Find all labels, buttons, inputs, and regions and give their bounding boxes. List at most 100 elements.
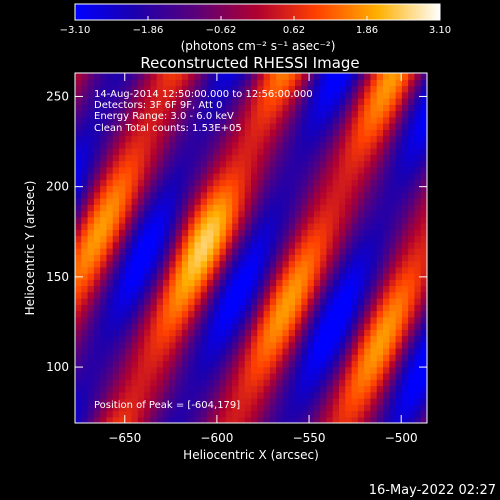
heatmap-cell bbox=[181, 179, 189, 187]
heatmap-cell bbox=[376, 398, 384, 405]
heatmap-cell bbox=[269, 373, 277, 380]
heatmap-cell bbox=[251, 173, 258, 180]
heatmap-cell bbox=[106, 273, 114, 280]
heatmap-cell bbox=[263, 360, 271, 368]
heatmap-cell bbox=[326, 166, 334, 174]
heatmap-cell bbox=[181, 229, 189, 237]
heatmap-cell bbox=[194, 379, 202, 387]
heatmap-cell bbox=[93, 79, 101, 87]
heatmap-cell bbox=[150, 248, 158, 255]
heatmap-cell bbox=[163, 316, 170, 324]
heatmap-cell bbox=[257, 198, 265, 205]
heatmap-cell bbox=[251, 273, 258, 280]
heatmap-cell bbox=[345, 348, 353, 355]
heatmap-cell bbox=[106, 135, 114, 143]
heatmap-cell bbox=[263, 148, 271, 155]
heatmap-cell bbox=[420, 110, 427, 118]
heatmap-cell bbox=[357, 216, 365, 224]
heatmap-cell bbox=[156, 116, 164, 124]
heatmap-cell bbox=[169, 291, 177, 299]
heatmap-cell bbox=[257, 360, 265, 368]
heatmap-cell bbox=[169, 379, 177, 387]
heatmap-cell bbox=[131, 366, 139, 374]
heatmap-cell bbox=[169, 366, 177, 374]
heatmap-cell bbox=[376, 229, 384, 237]
heatmap-cell bbox=[376, 373, 384, 380]
heatmap-cell bbox=[408, 410, 416, 418]
heatmap-cell bbox=[93, 279, 101, 287]
heatmap-cell bbox=[383, 385, 390, 393]
heatmap-cell bbox=[232, 304, 240, 312]
heatmap-cell bbox=[219, 385, 227, 393]
heatmap-cell bbox=[100, 316, 108, 324]
heatmap-cell bbox=[144, 185, 152, 193]
heatmap-cell bbox=[269, 229, 277, 237]
heatmap-cell bbox=[282, 379, 290, 387]
heatmap-cell bbox=[326, 341, 334, 349]
heatmap-cell bbox=[200, 198, 208, 205]
heatmap-cell bbox=[395, 104, 403, 112]
heatmap-cell bbox=[244, 404, 252, 412]
heatmap-cell bbox=[93, 348, 101, 355]
heatmap-cell bbox=[370, 79, 378, 87]
heatmap-cell bbox=[276, 398, 284, 405]
heatmap-cell bbox=[225, 310, 233, 318]
colorbar-tick-label: 3.10 bbox=[429, 25, 451, 36]
heatmap-cell bbox=[389, 373, 397, 380]
heatmap-cell bbox=[414, 260, 422, 268]
heatmap-cell bbox=[125, 404, 133, 412]
heatmap-cell bbox=[119, 241, 126, 249]
heatmap-cell bbox=[112, 241, 120, 249]
heatmap-cell bbox=[414, 416, 422, 423]
heatmap-cell bbox=[188, 360, 196, 368]
heatmap-cell bbox=[351, 373, 359, 380]
heatmap-cell bbox=[75, 373, 82, 380]
heatmap-cell bbox=[156, 260, 164, 268]
heatmap-cell bbox=[137, 354, 145, 362]
heatmap-cell bbox=[263, 298, 271, 305]
heatmap-cell bbox=[376, 248, 384, 255]
heatmap-cell bbox=[194, 291, 202, 299]
heatmap-cell bbox=[213, 391, 221, 399]
heatmap-cell bbox=[181, 73, 189, 80]
heatmap-cell bbox=[420, 404, 427, 412]
heatmap-cell bbox=[244, 223, 252, 230]
heatmap-cell bbox=[383, 398, 390, 405]
heatmap-cell bbox=[351, 273, 359, 280]
heatmap-cell bbox=[106, 141, 114, 149]
heatmap-cell bbox=[332, 398, 340, 405]
heatmap-cell bbox=[106, 179, 114, 187]
heatmap-cell bbox=[307, 266, 315, 274]
heatmap-cell bbox=[414, 166, 422, 174]
heatmap-cell bbox=[144, 385, 152, 393]
heatmap-cell bbox=[376, 104, 384, 112]
heatmap-cell bbox=[244, 335, 252, 343]
heatmap-cell bbox=[376, 379, 384, 387]
heatmap-cell bbox=[339, 79, 346, 87]
heatmap-cell bbox=[125, 148, 133, 155]
heatmap-cell bbox=[301, 341, 309, 349]
heatmap-cell bbox=[282, 335, 290, 343]
heatmap-cell bbox=[276, 385, 284, 393]
heatmap-cell bbox=[75, 110, 82, 118]
heatmap-cell bbox=[119, 348, 126, 355]
heatmap-cell bbox=[370, 279, 378, 287]
heatmap-cell bbox=[313, 135, 321, 143]
heatmap-cell bbox=[169, 204, 177, 212]
heatmap-cell bbox=[257, 298, 265, 305]
heatmap-cell bbox=[326, 179, 334, 187]
heatmap-cell bbox=[395, 273, 403, 280]
heatmap-cell bbox=[106, 410, 114, 418]
heatmap-cell bbox=[207, 160, 214, 168]
heatmap-cell bbox=[106, 266, 114, 274]
heatmap-cell bbox=[408, 104, 416, 112]
heatmap-cell bbox=[295, 366, 302, 374]
heatmap-cell bbox=[163, 298, 170, 305]
heatmap-cell bbox=[93, 204, 101, 212]
heatmap-cell bbox=[156, 173, 164, 180]
heatmap-cell bbox=[420, 316, 427, 324]
heatmap-cell bbox=[364, 373, 372, 380]
heatmap-cell bbox=[81, 191, 89, 199]
heatmap-cell bbox=[408, 223, 416, 230]
heatmap-cell bbox=[188, 185, 196, 193]
